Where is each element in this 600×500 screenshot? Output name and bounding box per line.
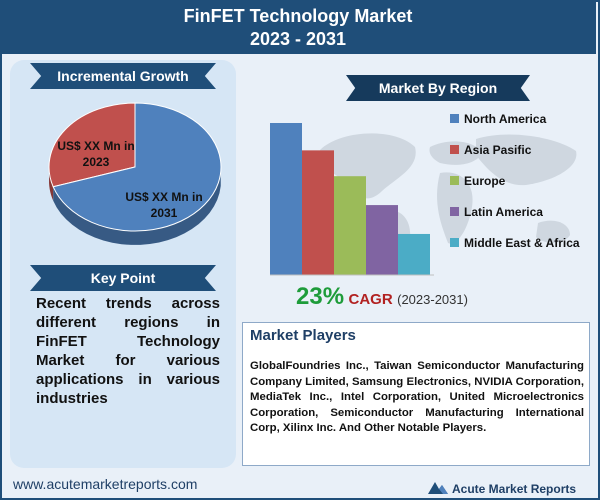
title-line-1: FinFET Technology Market (183, 6, 413, 26)
pie-side-2023 (49, 169, 54, 201)
legend-label-asia-pasific: Asia Pasific (464, 143, 532, 157)
incremental-growth-pie-chart (48, 102, 222, 245)
bar-middle-east-africa (398, 233, 430, 275)
legend-swatch-asia-pasific (450, 145, 459, 154)
legend-swatch-europe (450, 176, 459, 185)
key-point-text: Recent trends across different regions i… (36, 295, 220, 407)
bar-asia-pasific (302, 150, 334, 275)
cagr-display: 23% CAGR (2023-2031) (296, 283, 468, 311)
incremental-growth-heading: Incremental Growth (30, 63, 216, 89)
website-link[interactable]: www.acutemarketreports.com (13, 476, 198, 492)
legend-label-north-america: North America (464, 112, 547, 126)
market-players-title: Market Players (250, 327, 356, 344)
company-logo-text: Acute Market Reports (452, 482, 577, 496)
bar-europe (334, 176, 366, 275)
bar-north-america (270, 123, 302, 275)
cagr-years: (2023-2031) (397, 292, 468, 307)
pie-label-2023: US$ XX Mn in 2023 (57, 139, 135, 169)
pie-label-2031: US$ XX Mn in 2031 (125, 190, 203, 220)
legend-swatch-latin-america (450, 207, 459, 216)
market-players-text: GlobalFoundries Inc., Taiwan Semiconduct… (250, 360, 584, 434)
market-players-box (242, 322, 590, 466)
market-by-region-bar-chart: North America Asia Pasific Europe Latin Ame… (270, 112, 580, 276)
bar-latin-america (366, 205, 398, 275)
title-line-2: 2023 - 2031 (249, 29, 347, 49)
market-by-region-heading: Market By Region (346, 75, 530, 101)
pie-slice-2031 (52, 102, 222, 232)
legend-label-middle-east-africa: Middle East & Africa (464, 236, 580, 250)
pie-side-2031 (53, 172, 221, 245)
pie-slice-2023 (48, 102, 136, 188)
legend-swatch-north-america (450, 114, 459, 123)
logo-icon (428, 482, 448, 494)
page-title: FinFET Technology Market 2023 - 2031 (0, 0, 596, 54)
cagr-value: 23% (296, 283, 345, 310)
legend-label-europe: Europe (464, 174, 506, 188)
key-point-heading: Key Point (30, 265, 216, 291)
legend-swatch-middle-east-africa (450, 238, 459, 247)
legend-label-latin-america: Latin America (464, 205, 543, 219)
cagr-label: CAGR (348, 291, 393, 308)
